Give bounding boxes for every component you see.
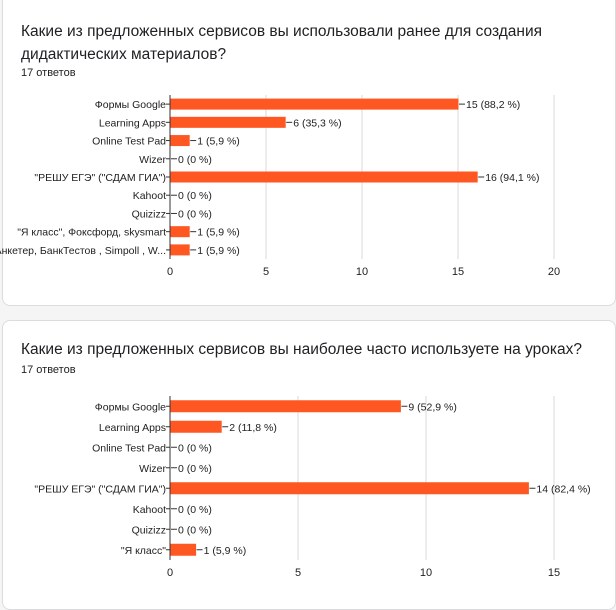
category-label: Quizizz <box>132 524 166 536</box>
category-label: Wizer <box>139 154 166 166</box>
bar <box>170 116 286 128</box>
x-tick-label: 10 <box>420 567 432 579</box>
value-label: 1 (5,9 %) <box>197 227 240 239</box>
value-label: 15 (88,2 %) <box>466 99 520 111</box>
category-label: "РЕШУ ЕГЭ" ("СДАМ ГИА") <box>34 172 166 184</box>
x-tick-label: 5 <box>263 266 269 278</box>
category-label: "Я класс", Фоксфорд, skysmart <box>17 227 166 239</box>
response-count: 17 ответов <box>21 67 76 79</box>
value-label: 0 (0 %) <box>178 208 212 220</box>
value-label: 1 (5,9 %) <box>204 545 247 557</box>
question-card-1: Какие из предложенных сервисов вы исполь… <box>0 0 616 306</box>
category-label: Kahoot <box>133 190 166 202</box>
category-label: Learning Apps <box>99 422 166 434</box>
category-label: Online Test Pad <box>92 136 166 148</box>
category-label: Анкетер, БанкТестов , Simpoll , W... <box>0 245 166 257</box>
category-label: Kahoot <box>133 504 166 516</box>
question-title: Какие из предложенных сервисов вы исполь… <box>21 23 543 63</box>
x-tick-label: 0 <box>167 567 173 579</box>
value-label: 0 (0 %) <box>178 442 212 454</box>
value-label: 2 (11,8 %) <box>229 422 277 434</box>
bar <box>170 244 190 256</box>
value-label: 0 (0 %) <box>178 504 212 516</box>
value-label: 0 (0 %) <box>178 463 212 475</box>
bar-chart: 0 5 10 15 Формы Google 9 (52,9 %) Learning App… <box>34 396 591 579</box>
bar <box>170 400 401 413</box>
category-label: Формы Google <box>95 401 166 413</box>
category-label: Quizizz <box>132 208 166 220</box>
bar <box>170 482 529 495</box>
value-label: 1 (5,9 %) <box>197 136 240 148</box>
category-label: Формы Google <box>95 99 166 111</box>
question-title: Какие из предложенных сервисов вы наибол… <box>21 341 583 358</box>
x-tick-label: 0 <box>167 266 173 278</box>
response-count: 17 ответов <box>21 364 76 376</box>
bar <box>170 226 190 238</box>
value-label: 14 (82,4 %) <box>536 483 590 495</box>
bar <box>170 171 478 183</box>
bar <box>170 135 190 147</box>
bar <box>170 420 222 433</box>
bar <box>170 98 459 110</box>
category-label: "РЕШУ ЕГЭ" ("СДАМ ГИА") <box>34 483 166 495</box>
value-label: 6 (35,3 %) <box>293 117 341 129</box>
value-label: 1 (5,9 %) <box>197 245 240 257</box>
value-label: 9 (52,9 %) <box>408 401 456 413</box>
x-tick-label: 15 <box>548 567 560 579</box>
value-label: 0 (0 %) <box>178 524 212 536</box>
category-label: Online Test Pad <box>92 442 166 454</box>
category-label: Wizer <box>139 463 166 475</box>
value-label: 0 (0 %) <box>178 154 212 166</box>
x-tick-label: 15 <box>452 266 464 278</box>
question-card-2: Какие из предложенных сервисов вы наибол… <box>2 320 616 610</box>
x-tick-label: 20 <box>548 266 560 278</box>
category-label: "Я класс" <box>121 545 166 557</box>
bar <box>170 543 197 556</box>
x-tick-label: 10 <box>356 266 368 278</box>
value-label: 16 (94,1 %) <box>485 172 539 184</box>
value-label: 0 (0 %) <box>178 190 212 202</box>
category-label: Learning Apps <box>99 117 166 129</box>
bar-chart: 0 5 10 15 20 Формы Google 15 (88,2 %) Learning … <box>0 95 560 278</box>
x-tick-label: 5 <box>295 567 301 579</box>
